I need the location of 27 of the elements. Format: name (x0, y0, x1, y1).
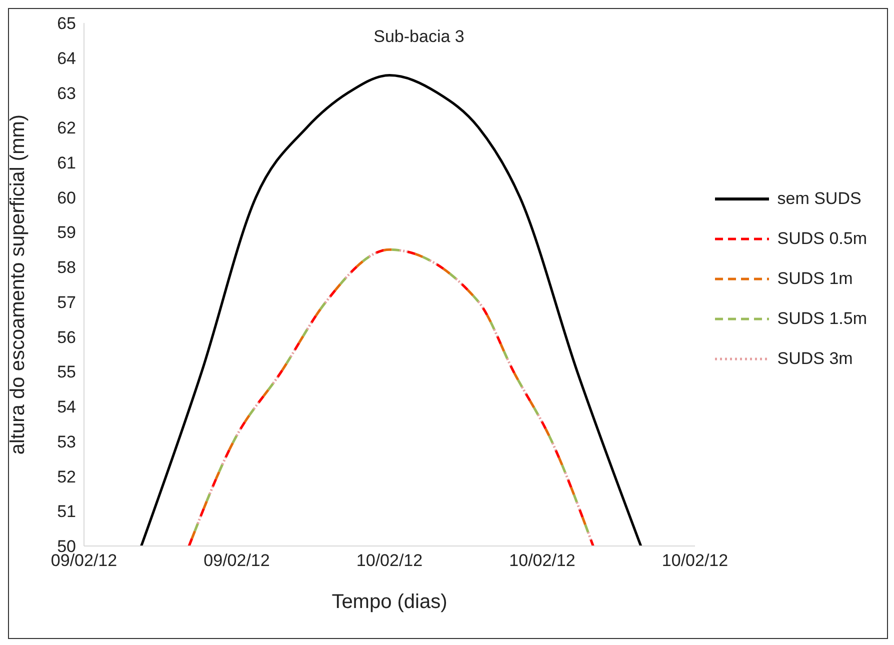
legend-label: SUDS 1.5m (777, 309, 867, 329)
legend-label: SUDS 3m (777, 349, 853, 369)
y-axis-title: altura do escoamento superficial (mm) (7, 114, 30, 455)
y-tick-label: 65 (57, 14, 76, 34)
y-tick-label: 54 (57, 398, 76, 417)
y-tick-label: 59 (57, 223, 76, 242)
y-tick-label: 51 (57, 502, 76, 522)
y-tick-label: 55 (57, 362, 76, 382)
y-tick-label: 60 (57, 188, 76, 208)
y-tick-label: 61 (57, 154, 76, 172)
chart-title: Sub-bacia 3 (372, 27, 466, 47)
x-tick-label: 10/02/12 (509, 551, 576, 570)
y-tick-label: 58 (57, 258, 76, 278)
y-tick-label: 56 (57, 328, 76, 347)
x-tick-label: 09/02/12 (204, 551, 270, 570)
legend-label: SUDS 0.5m (777, 229, 867, 249)
y-tick-label: 63 (57, 84, 76, 103)
x-tick-label: 10/02/12 (356, 551, 423, 570)
legend-label: sem SUDS (777, 189, 862, 209)
y-tick-label: 64 (57, 48, 76, 68)
y-tick-label: 57 (57, 292, 76, 312)
y-tick-label: 52 (57, 467, 76, 486)
x-axis-title: Tempo (dias) (332, 591, 448, 613)
legend-label: SUDS 1m (777, 269, 853, 289)
x-tick-label: 10/02/12 (662, 551, 728, 570)
y-tick-label: 53 (57, 432, 76, 452)
y-tick-label: 62 (57, 118, 76, 138)
